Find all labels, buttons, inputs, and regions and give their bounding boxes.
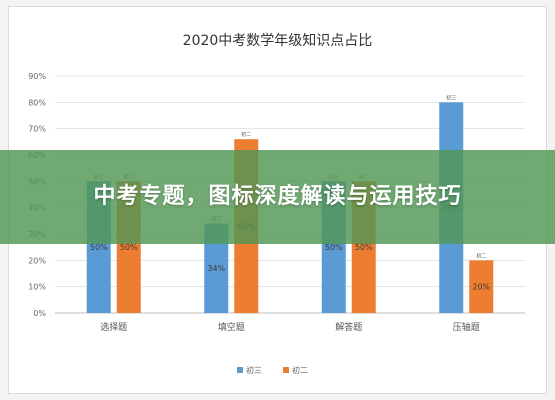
y-tick-label: 20% [28, 256, 46, 265]
y-tick-label: 10% [28, 283, 46, 292]
y-tick-label: 70% [28, 125, 46, 134]
bar-series-tag: 初二 [241, 131, 251, 138]
data-label: 34% [207, 264, 225, 273]
legend-swatch [237, 367, 243, 373]
x-tick-label: 压轴题 [453, 321, 480, 333]
y-tick-label: 80% [28, 98, 46, 107]
x-tick-label: 选择题 [100, 321, 127, 333]
data-label: 50% [120, 243, 138, 252]
title-banner: 中考专题，图标深度解读与运用技巧 [0, 150, 555, 244]
y-tick-label: 90% [28, 72, 46, 81]
bar-series-tag: 初二 [476, 252, 486, 259]
x-tick-label: 填空题 [218, 321, 245, 333]
legend-label: 初三 [246, 365, 262, 375]
chart-title: 2020中考数学年级知识点占比 [182, 33, 373, 49]
data-label: 20% [472, 283, 490, 292]
data-label: 50% [325, 243, 343, 252]
legend-label: 初二 [292, 365, 308, 375]
x-tick-label: 解答题 [335, 321, 362, 333]
y-tick-label: 0% [33, 309, 46, 318]
bar [469, 260, 494, 313]
bar-series-tag: 初三 [446, 94, 456, 101]
legend-swatch [283, 367, 289, 373]
banner-title: 中考专题，图标深度解读与运用技巧 [93, 184, 462, 209]
data-label: 50% [355, 243, 373, 252]
data-label: 50% [90, 243, 108, 252]
